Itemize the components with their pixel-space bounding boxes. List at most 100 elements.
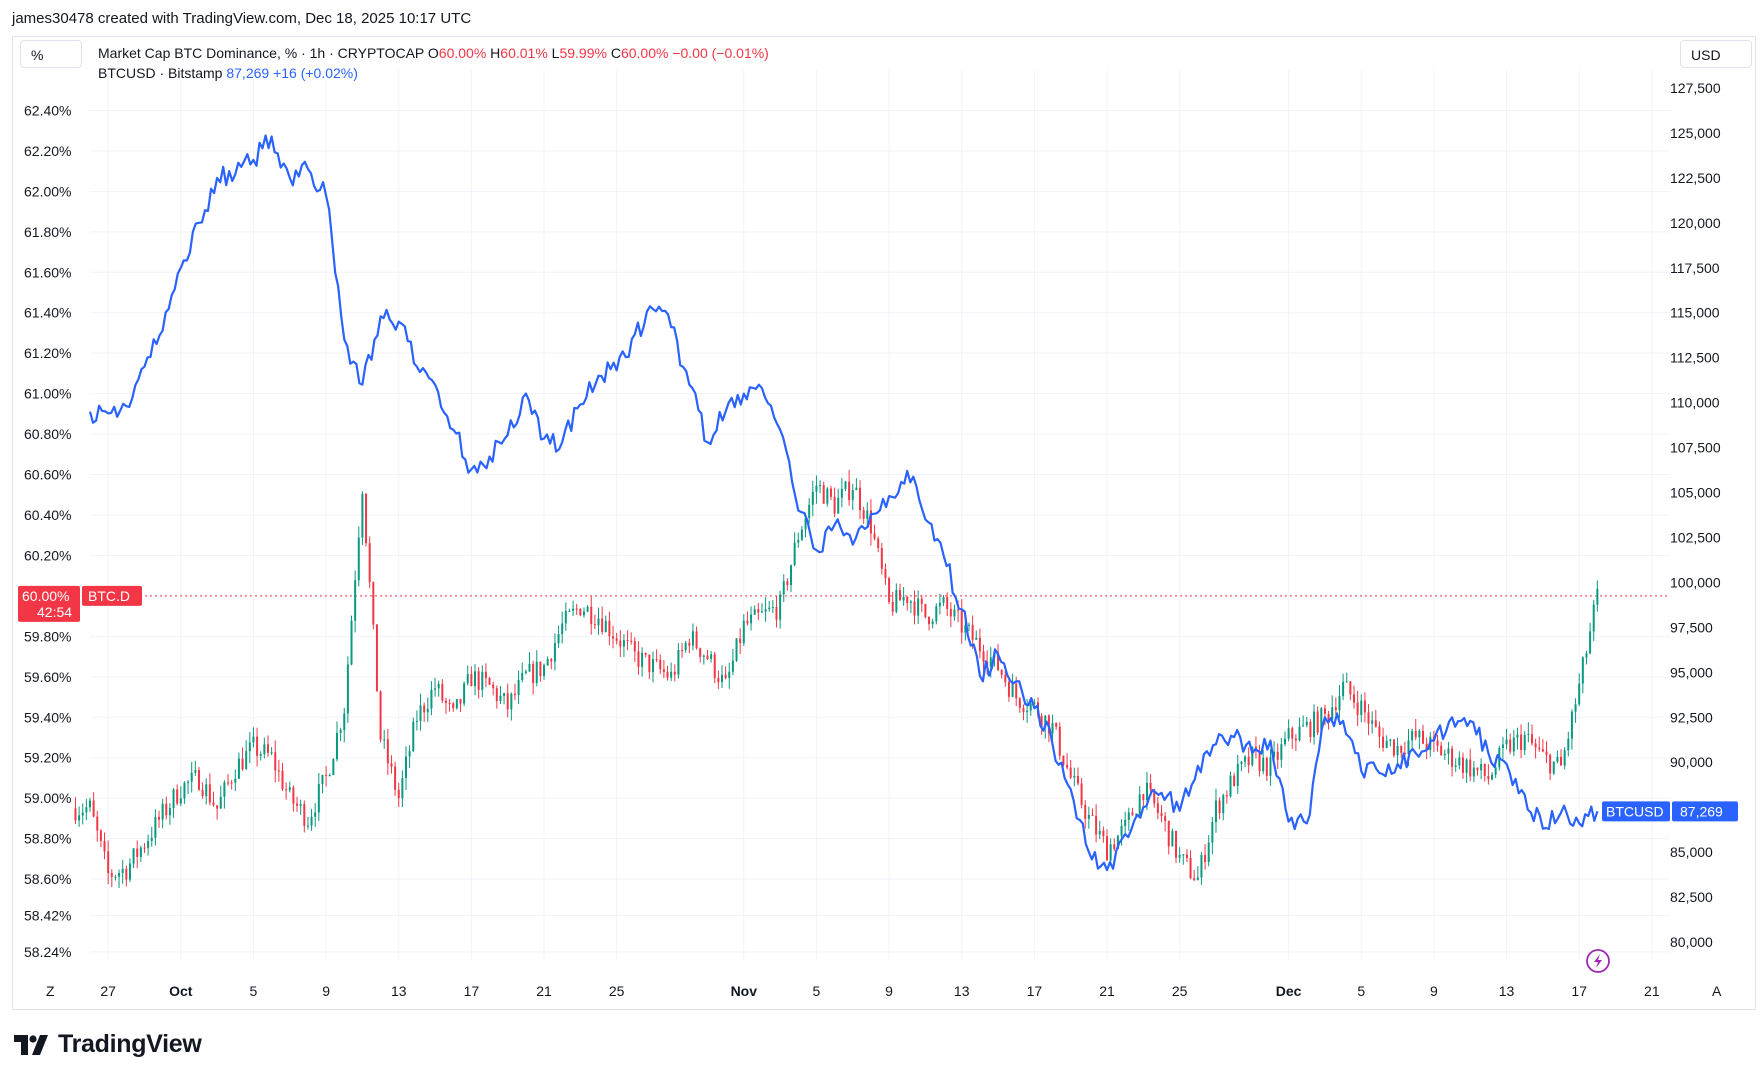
dominance-candle-body — [848, 481, 851, 500]
dominance-candle-body — [488, 678, 491, 685]
legend-series-btcusd[interactable]: BTCUSD · Bitstamp 87,269 +16 (+0.02%) — [98, 63, 769, 83]
dominance-candle-body — [673, 671, 676, 675]
dominance-candle-body — [390, 763, 393, 767]
dominance-candle-body — [419, 705, 422, 722]
dominance-candle-body — [1214, 800, 1217, 823]
dominance-candle-body — [1360, 700, 1363, 715]
dominance-candle-body — [706, 655, 709, 659]
right-axis-tick-label: 85,000 — [1670, 844, 1713, 860]
dominance-candle-body — [372, 582, 375, 625]
dominance-candle-body — [1175, 831, 1178, 858]
dominance-candle-body — [81, 812, 84, 816]
dominance-candle-body — [960, 610, 963, 633]
dominance-candle-body — [1440, 745, 1443, 756]
dominance-candle-body — [731, 660, 734, 672]
lightning-icon[interactable] — [1586, 949, 1610, 973]
dominance-candle-body — [561, 623, 564, 635]
time-axis-a-button[interactable]: A — [1712, 983, 1722, 999]
dominance-candle-body — [1247, 756, 1250, 766]
dominance-candle-body — [615, 638, 618, 641]
dominance-candle-body — [1080, 783, 1083, 806]
time-axis-tick-label: 21 — [1644, 983, 1660, 999]
left-axis-tick-label: 60.20% — [24, 547, 71, 563]
dominance-candle-body — [1349, 681, 1352, 695]
dominance-candle-body — [110, 873, 113, 877]
dominance-candle-body — [1291, 728, 1294, 739]
dominance-candle-body — [219, 796, 222, 809]
dominance-candle-body — [208, 784, 211, 803]
dominance-candle-body — [1106, 836, 1109, 861]
dominance-candle-body — [1472, 767, 1475, 777]
dominance-candle-body — [158, 816, 161, 820]
dominance-candle-body — [481, 671, 484, 690]
dominance-candle-body — [913, 601, 916, 616]
dominance-candle-body — [1403, 752, 1406, 755]
dominance-candle-body — [1392, 739, 1395, 756]
dominance-candle-body — [1149, 782, 1152, 790]
dominance-candle-body — [1585, 653, 1588, 658]
dominance-candle-body — [85, 807, 88, 813]
dominance-candle-body — [423, 705, 426, 713]
dominance-candle-body — [659, 659, 662, 670]
dominance-candle-body — [586, 606, 589, 612]
dominance-candle-body — [165, 803, 168, 816]
dominance-candle-body — [1087, 814, 1090, 819]
dominance-candle-body — [877, 538, 880, 549]
time-axis-tick-label: 17 — [1027, 983, 1043, 999]
left-axis-tick-label: 58.24% — [24, 944, 71, 960]
dominance-candle-body — [1091, 814, 1094, 816]
dominance-candle-body — [1142, 794, 1145, 801]
legend-btcusd-value: 87,269 — [226, 65, 270, 81]
right-axis-tick-label: 97,500 — [1670, 619, 1713, 635]
dominance-candle-body — [797, 539, 800, 543]
time-axis-z-button[interactable]: Z — [46, 983, 55, 999]
right-price-axis: 127,500 125,000 122,500 120,000 117,500 115,0… — [1670, 80, 1721, 950]
dominance-candle-body — [535, 661, 538, 684]
chart-frame[interactable] — [12, 36, 1756, 1010]
left-scale-button[interactable]: % — [20, 40, 82, 68]
chart-grid — [90, 70, 1670, 960]
dominance-candle-body — [154, 816, 157, 838]
right-axis-tick-label: 80,000 — [1670, 934, 1713, 950]
dominance-candle-body — [800, 529, 803, 540]
dominance-candle-body — [1269, 757, 1272, 776]
dominance-candle-body — [292, 787, 295, 804]
dominance-candle-body — [1302, 725, 1305, 727]
legend-open-label: O — [427, 45, 439, 61]
left-price-axis: 62.40% 62.20% 62.00% 61.80% 61.60% 61.40% 61.2… — [24, 102, 71, 959]
right-axis-tick-label: 115,000 — [1670, 305, 1720, 321]
dominance-candle-body — [448, 702, 451, 704]
left-axis-tick-label: 59.60% — [24, 669, 71, 685]
dominance-candle-body — [306, 825, 309, 827]
tradingview-logo[interactable]: TradingView — [14, 1030, 202, 1059]
dominance-candle-body — [1029, 703, 1032, 711]
dominance-candles — [74, 469, 1599, 889]
dominance-candle-body — [1331, 707, 1334, 720]
dominance-candle-body — [1124, 819, 1127, 827]
right-axis-tick-label: 90,000 — [1670, 754, 1713, 770]
dominance-candle-body — [564, 610, 567, 624]
legend-high-value: 60.01% — [500, 45, 548, 61]
dominance-candle-body — [459, 698, 462, 704]
legend-series-dominance[interactable]: Market Cap BTC Dominance, % · 1h · CRYPT… — [98, 43, 769, 63]
dominance-candle-body — [1131, 812, 1134, 816]
chart-legend: Market Cap BTC Dominance, % · 1h · CRYPT… — [98, 43, 769, 83]
dominance-candle-body — [949, 608, 952, 617]
dominance-candle-body — [1501, 744, 1504, 749]
left-axis-tick-label: 60.40% — [24, 507, 71, 523]
dominance-candle-body — [212, 802, 215, 806]
dominance-candle-body — [103, 840, 106, 852]
dominance-candle-body — [1160, 812, 1163, 817]
right-axis-tick-label: 125,000 — [1670, 125, 1721, 141]
tradingview-logo-icon — [14, 1034, 48, 1055]
dominance-candle-body — [281, 770, 284, 790]
dominance-candle-body — [463, 683, 466, 704]
right-axis-tick-label: 100,000 — [1670, 574, 1721, 590]
dominance-candle-body — [593, 624, 596, 626]
dominance-candle-body — [187, 781, 190, 783]
dominance-candle-body — [1396, 746, 1399, 756]
dominance-candle-body — [917, 598, 920, 616]
currency-scale-button[interactable]: USD — [1680, 40, 1752, 68]
legend-dominance-label: Market Cap BTC Dominance, % · 1h · CRYPT… — [98, 45, 424, 61]
